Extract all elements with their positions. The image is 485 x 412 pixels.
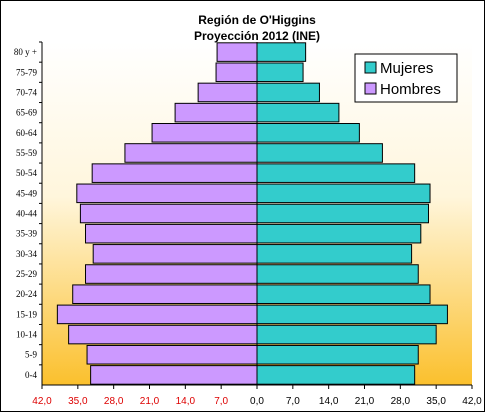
bar-hombres-25-29 (85, 264, 258, 284)
chart-title: Región de O'Higgins (198, 13, 316, 27)
bar-mujeres-20-24 (256, 284, 431, 304)
x-axis-ticks: 42,0 35,0 28,0 21,0 14,0 7,0 0,0 7,0 14,0 21,0 28,… (32, 384, 482, 407)
y-axis-ticks: 0-4 5-9 10-14 15-19 20-24 25-29 30-34 35-39 40-4… (14, 41, 42, 380)
bar-mujeres-5-9 (256, 344, 419, 365)
bar-mujeres-40-44 (256, 203, 429, 224)
legend-swatch-hombres (364, 82, 377, 95)
bar-hombres-75-79 (215, 62, 258, 83)
bar-mujeres-30-34 (256, 244, 413, 264)
y-tick-label: 45-49 (16, 188, 37, 198)
bar-mujeres-45-49 (256, 183, 431, 204)
bar-hombres-5-9 (86, 344, 258, 365)
bar-mujeres-65-69 (256, 102, 340, 123)
bar-mujeres-60-64 (256, 123, 360, 143)
y-tick-label: 70-74 (16, 87, 37, 97)
bar-mujeres-25-29 (256, 264, 419, 284)
bar-mujeres-70-74 (256, 82, 320, 103)
y-tick-label: 40-44 (16, 209, 37, 219)
y-tick-label: 0-4 (25, 370, 37, 380)
x-tick-label: 35,0 (68, 396, 88, 407)
bar-mujeres-15-19 (256, 304, 448, 325)
bar-hombres-10-14 (68, 324, 258, 345)
bar-hombres-55-59 (124, 143, 258, 163)
y-tick-label: 80 y + (14, 47, 37, 57)
x-tick-label: 14,0 (319, 396, 339, 407)
y-tick-label: 20-24 (16, 289, 37, 299)
bar-mujeres-0-4 (256, 365, 416, 385)
bar-mujeres-10-14 (256, 324, 437, 345)
bar-hombres-0-4 (90, 365, 258, 385)
x-tick-label: 28,0 (104, 396, 124, 407)
bar-hombres-40-44 (79, 203, 258, 224)
y-tick-label: 10-14 (16, 330, 37, 340)
legend: Mujeres Hombres (354, 53, 458, 103)
y-tick-label: 5-9 (25, 350, 37, 360)
x-tick-label: 42,0 (32, 396, 52, 407)
x-tick-label: 35,0 (426, 396, 446, 407)
x-tick-label: 21,0 (355, 396, 375, 407)
bar-hombres-30-34 (92, 244, 258, 264)
bar-hombres-70-74 (197, 82, 258, 103)
bars-group (41, 42, 448, 385)
bar-mujeres-50-54 (256, 163, 416, 183)
bar-hombres-45-49 (76, 183, 258, 204)
chart-subtitle: Proyección 2012 (INE) (194, 29, 320, 43)
bar-hombres-20-24 (72, 284, 258, 304)
bar-mujeres-75-79 (256, 62, 304, 83)
x-tick-label: 21,0 (140, 396, 160, 407)
y-tick-label: 25-29 (16, 269, 37, 279)
x-tick-label: 28,0 (391, 396, 411, 407)
legend-swatch-mujeres (364, 61, 377, 74)
x-tick-label: 42,0 (462, 396, 482, 407)
bar-hombres-15-19 (56, 304, 258, 325)
bar-hombres-80 y + (216, 42, 258, 62)
bar-mujeres-55-59 (256, 143, 383, 163)
y-tick-label: 55-59 (16, 148, 37, 158)
y-tick-label: 60-64 (16, 128, 37, 138)
x-tick-label: 14,0 (176, 396, 196, 407)
bar-hombres-35-39 (85, 223, 258, 244)
bar-hombres-65-69 (174, 102, 258, 123)
bar-mujeres-80 y + (256, 42, 307, 62)
legend-label-mujeres: Mujeres (380, 60, 433, 77)
y-tick-label: 75-79 (16, 67, 37, 77)
y-tick-label: 65-69 (16, 108, 37, 118)
bar-mujeres-35-39 (256, 223, 422, 244)
legend-label-hombres: Hombres (380, 81, 441, 98)
bar-hombres-50-54 (91, 163, 258, 183)
x-tick-label: 7,0 (286, 396, 300, 407)
y-tick-label: 30-34 (16, 249, 37, 259)
x-tick-label: 7,0 (214, 396, 228, 407)
y-tick-label: 35-39 (16, 229, 37, 239)
x-tick-label: 0,0 (250, 396, 264, 407)
y-tick-label: 15-19 (16, 309, 37, 319)
y-tick-label: 50-54 (16, 168, 37, 178)
bar-hombres-60-64 (151, 123, 258, 143)
